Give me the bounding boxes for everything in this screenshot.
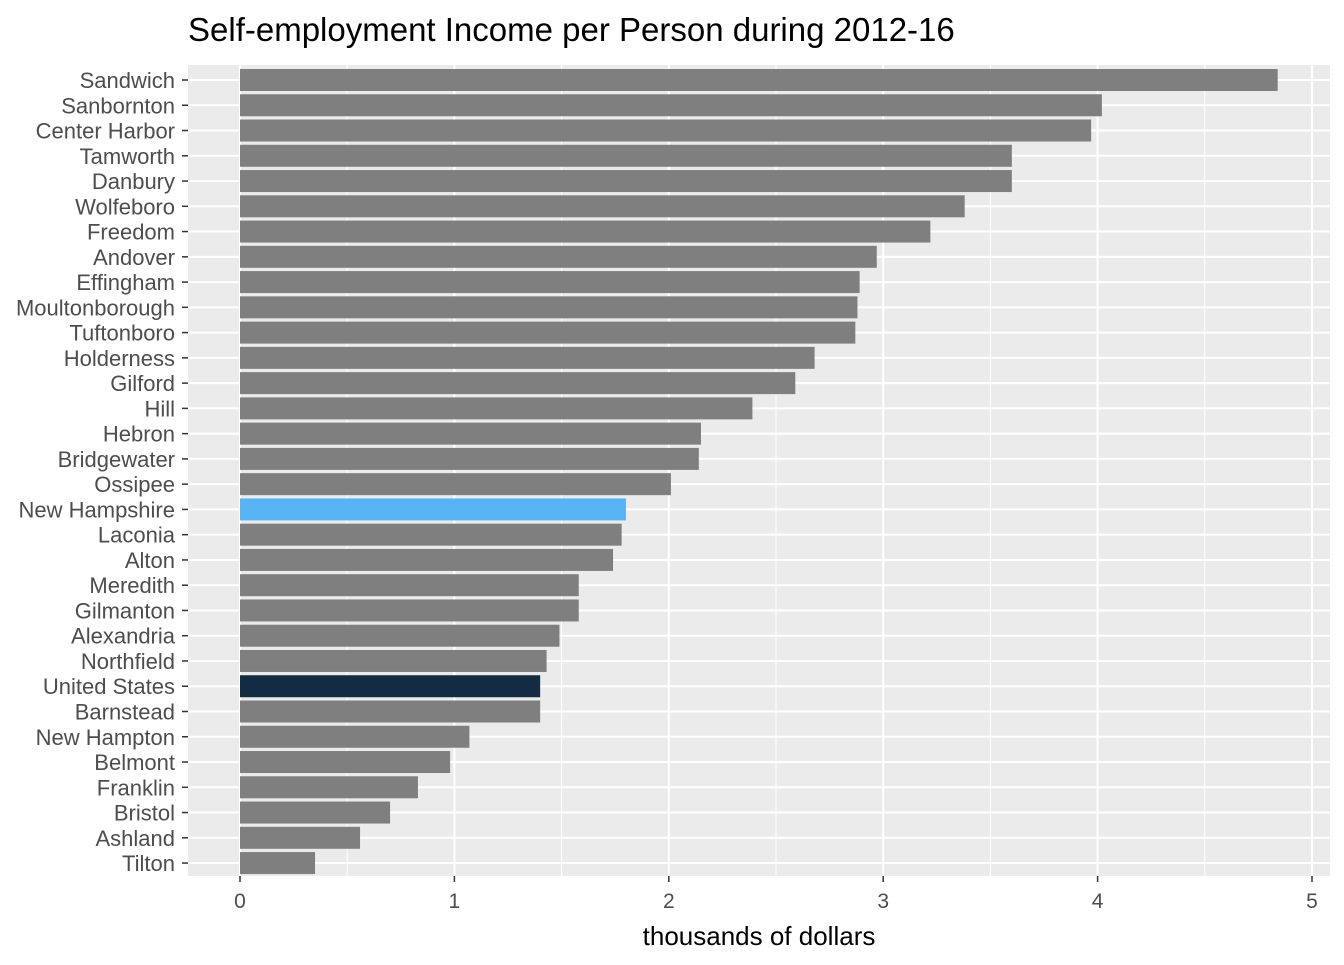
y-tick-label: Gilford	[110, 371, 175, 396]
y-tick-label: Gilmanton	[75, 598, 175, 623]
bar-wolfeboro	[240, 195, 965, 218]
bar-tamworth	[240, 144, 1012, 167]
bar-danbury	[240, 170, 1012, 193]
y-tick-label: Belmont	[94, 750, 175, 775]
x-tick-label: 1	[449, 890, 461, 913]
y-tick-label: Wolfeboro	[75, 194, 175, 219]
x-axis-title: thousands of dollars	[643, 921, 876, 951]
x-axis-labels: 0 1 2 3 4 5	[234, 876, 1318, 913]
bar-holderness	[240, 346, 815, 369]
bar-ashland	[240, 826, 361, 849]
y-tick-label: Sandwich	[80, 68, 175, 93]
y-tick-label: Bristol	[114, 801, 175, 826]
y-tick-label: Bridgewater	[58, 447, 175, 472]
y-tick-label: Tilton	[122, 851, 175, 876]
y-tick-label: Tamworth	[80, 144, 175, 169]
bar-tilton	[240, 852, 316, 875]
x-tick-label: 2	[663, 890, 675, 913]
bar-ossipee	[240, 473, 671, 496]
bar-andover	[240, 245, 877, 268]
bar-effingham	[240, 271, 860, 294]
bar-northfield	[240, 649, 547, 672]
bar-freedom	[240, 220, 931, 243]
y-tick-label: Alton	[125, 548, 175, 573]
x-tick-label: 4	[1092, 890, 1104, 913]
y-tick-label: Effingham	[76, 270, 175, 295]
y-tick-label: New Hampshire	[19, 497, 176, 522]
bar-meredith	[240, 574, 579, 597]
bar-new-hampton	[240, 725, 470, 748]
bar-sanbornton	[240, 94, 1102, 117]
y-tick-label: United States	[43, 674, 175, 699]
bar-alton	[240, 548, 614, 571]
y-tick-label: Tuftonboro	[69, 321, 175, 346]
bar-gilmanton	[240, 599, 579, 622]
y-tick-label: Moultonborough	[16, 295, 175, 320]
bar-franklin	[240, 776, 418, 799]
bar-bristol	[240, 801, 391, 824]
bar-belmont	[240, 751, 451, 774]
bar-barnstead	[240, 700, 541, 723]
bar-gilford	[240, 372, 796, 395]
bars	[240, 69, 1278, 875]
bar-united-states	[240, 675, 541, 698]
y-tick-label: Franklin	[97, 775, 175, 800]
y-tick-label: Meredith	[89, 573, 175, 598]
bar-alexandria	[240, 624, 560, 647]
bar-hebron	[240, 422, 701, 445]
y-tick-label: Barnstead	[75, 700, 175, 725]
bar-bridgewater	[240, 447, 699, 470]
y-tick-label: Alexandria	[71, 624, 176, 649]
y-tick-label: Hebron	[103, 422, 175, 447]
y-tick-label: Danbury	[92, 169, 175, 194]
y-tick-label: Freedom	[87, 220, 175, 245]
y-tick-label: Andover	[93, 245, 175, 270]
y-tick-label: Holderness	[64, 346, 175, 371]
bar-moultonborough	[240, 296, 858, 319]
chart-title: Self-employment Income per Person during…	[188, 11, 955, 48]
y-tick-label: Ossipee	[94, 472, 175, 497]
y-tick-label: Hill	[144, 396, 175, 421]
x-tick-label: 3	[877, 890, 889, 913]
bar-laconia	[240, 523, 622, 546]
y-tick-label: Ashland	[95, 826, 175, 851]
x-tick-label: 5	[1306, 890, 1318, 913]
y-tick-label: Laconia	[98, 523, 176, 548]
bar-sandwich	[240, 69, 1278, 91]
bar-new-hampshire	[240, 498, 626, 521]
bar-tuftonboro	[240, 321, 856, 344]
y-tick-label: Northfield	[81, 649, 175, 674]
bar-hill	[240, 397, 753, 420]
y-tick-label: New Hampton	[36, 725, 175, 750]
bar-center-harbor	[240, 119, 1092, 142]
x-tick-label: 0	[234, 890, 246, 913]
y-tick-label: Sanbornton	[61, 93, 175, 118]
y-tick-label: Center Harbor	[36, 119, 175, 144]
